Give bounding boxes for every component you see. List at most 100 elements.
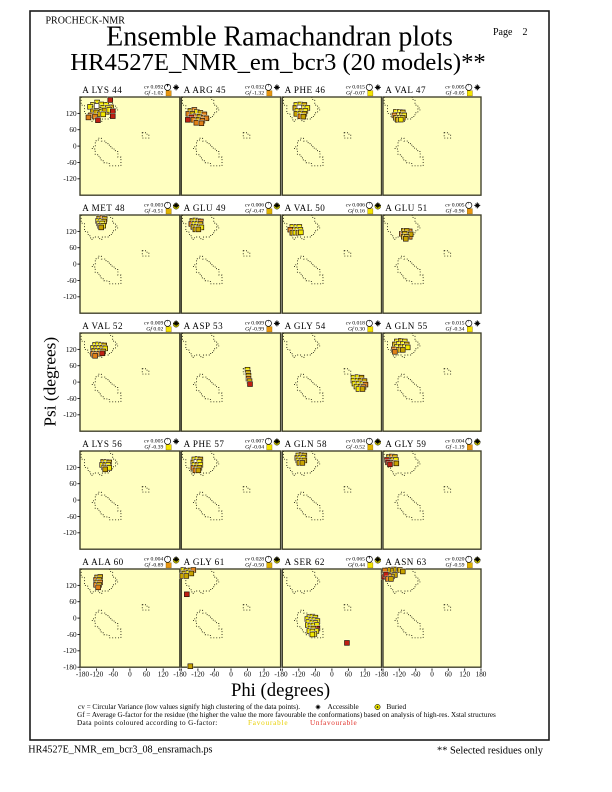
svg-text:0: 0 — [73, 497, 77, 505]
svg-text:Favourable: Favourable — [248, 719, 288, 727]
svg-text:0: 0 — [430, 671, 434, 679]
svg-text:Gf -0.99: Gf -0.99 — [245, 325, 264, 332]
svg-text:-60: -60 — [210, 671, 220, 679]
svg-text:A VAL 50: A VAL 50 — [285, 203, 326, 213]
svg-text:A LYS 44: A LYS 44 — [82, 85, 122, 95]
svg-text:cv 0.005: cv 0.005 — [445, 203, 464, 209]
svg-text:Accessible: Accessible — [328, 703, 359, 711]
svg-text:120: 120 — [66, 582, 77, 590]
svg-text:cv 0.006: cv 0.006 — [245, 203, 264, 209]
svg-text:-180: -180 — [76, 671, 90, 679]
svg-text:Gf -0.89: Gf -0.89 — [144, 561, 163, 568]
svg-text:-60: -60 — [67, 277, 77, 285]
svg-text:-180: -180 — [173, 671, 187, 679]
svg-text:A PHE 46: A PHE 46 — [285, 85, 326, 95]
svg-text:60: 60 — [69, 362, 77, 370]
svg-text:Ensemble Ramachandran plots: Ensemble Ramachandran plots — [106, 22, 453, 53]
svg-text:60: 60 — [69, 244, 77, 252]
svg-text:A GLY 61: A GLY 61 — [184, 557, 225, 567]
svg-text:Buried: Buried — [387, 703, 407, 711]
svg-text:-180: -180 — [375, 671, 389, 679]
svg-text:0: 0 — [73, 615, 77, 623]
svg-text:-60: -60 — [311, 671, 321, 679]
svg-text:60: 60 — [244, 671, 252, 679]
svg-text:-120: -120 — [90, 671, 104, 679]
svg-text:Gf -1.19: Gf -1.19 — [446, 443, 465, 450]
svg-text:A MET 48: A MET 48 — [82, 203, 125, 213]
svg-text:-60: -60 — [67, 631, 77, 639]
svg-text:-120: -120 — [63, 411, 77, 419]
svg-text:60: 60 — [345, 671, 353, 679]
svg-text:60: 60 — [143, 671, 151, 679]
svg-text:Gf -0.47: Gf -0.47 — [245, 207, 264, 214]
svg-text:cv 0.032: cv 0.032 — [245, 85, 264, 91]
svg-text:-60: -60 — [67, 395, 77, 403]
svg-text:cv 0.028: cv 0.028 — [245, 557, 264, 563]
svg-text:Gf = Average G-factor for the: Gf = Average G-factor for the residue (t… — [77, 711, 496, 719]
svg-text:-120: -120 — [292, 671, 306, 679]
svg-text:A VAL 52: A VAL 52 — [82, 321, 123, 331]
svg-text:A ALA 60: A ALA 60 — [82, 557, 123, 567]
svg-text:-180: -180 — [63, 664, 77, 672]
svg-text:0: 0 — [229, 671, 233, 679]
svg-text:Gf -0.50: Gf -0.50 — [245, 561, 264, 568]
svg-text:Psi (degrees): Psi (degrees) — [40, 337, 59, 427]
svg-text:A ASN 63: A ASN 63 — [385, 557, 426, 567]
svg-text:Gf 0.44: Gf 0.44 — [348, 561, 365, 568]
svg-text:-120: -120 — [63, 175, 77, 183]
svg-text:Gf -0.34: Gf -0.34 — [446, 325, 465, 332]
svg-text:cv = Circular Variance (low va: cv = Circular Variance (low values signi… — [78, 703, 300, 711]
svg-text:120: 120 — [66, 464, 77, 472]
svg-text:A VAL 47: A VAL 47 — [385, 85, 426, 95]
svg-text:-60: -60 — [67, 513, 77, 521]
svg-text:cv 0.015: cv 0.015 — [445, 321, 464, 327]
svg-text:0: 0 — [73, 379, 77, 387]
svg-text:A GLU 49: A GLU 49 — [184, 203, 226, 213]
svg-text:cv 0.018: cv 0.018 — [346, 321, 365, 327]
svg-text:120: 120 — [259, 671, 270, 679]
svg-text:A PHE 57: A PHE 57 — [184, 439, 225, 449]
svg-text:120: 120 — [360, 671, 371, 679]
svg-text:Gf -0.05: Gf -0.05 — [446, 89, 465, 96]
svg-text:0: 0 — [73, 261, 77, 269]
svg-text:Gf -0.52: Gf -0.52 — [346, 443, 365, 450]
svg-text:Gf -0.96: Gf -0.96 — [446, 207, 465, 214]
svg-text:Gf 0.16: Gf 0.16 — [348, 207, 365, 214]
svg-text:-120: -120 — [63, 293, 77, 301]
svg-text:0: 0 — [330, 671, 334, 679]
svg-text:60: 60 — [69, 598, 77, 606]
svg-text:HR4527E_NMR_em_bcr3_08_ensrama: HR4527E_NMR_em_bcr3_08_ensramach.ps — [28, 744, 212, 755]
svg-text:0: 0 — [128, 671, 132, 679]
svg-text:cv 0.004: cv 0.004 — [346, 439, 365, 445]
svg-text:cv 0.004: cv 0.004 — [144, 557, 163, 563]
svg-text:180: 180 — [476, 671, 487, 679]
svg-text:120: 120 — [66, 110, 77, 118]
svg-text:60: 60 — [69, 480, 77, 488]
svg-text:A GLN 55: A GLN 55 — [385, 321, 427, 331]
svg-text:Gf -1.02: Gf -1.02 — [144, 89, 163, 96]
svg-text:Data points coloured according: Data points coloured according to G-fact… — [77, 719, 218, 727]
svg-text:cv 0.007: cv 0.007 — [245, 439, 264, 445]
svg-text:-180: -180 — [274, 671, 288, 679]
svg-text:Gf -1.32: Gf -1.32 — [245, 89, 264, 96]
svg-text:A LYS 56: A LYS 56 — [82, 439, 122, 449]
svg-text:120: 120 — [66, 228, 77, 236]
svg-text:A GLN 58: A GLN 58 — [285, 439, 327, 449]
svg-text:cv 0.005: cv 0.005 — [445, 85, 464, 91]
svg-text:cv 0.004: cv 0.004 — [445, 439, 464, 445]
svg-text:Gf -0.51: Gf -0.51 — [144, 207, 163, 214]
svg-text:A ARG 45: A ARG 45 — [184, 85, 226, 95]
svg-text:0: 0 — [73, 143, 77, 151]
svg-text:Gf 0.30: Gf 0.30 — [348, 325, 365, 332]
svg-text:-60: -60 — [411, 671, 421, 679]
svg-text:Gf 0.02: Gf 0.02 — [146, 325, 163, 332]
svg-text:-120: -120 — [393, 671, 407, 679]
svg-text:-120: -120 — [191, 671, 205, 679]
svg-text:cv 0.020: cv 0.020 — [445, 557, 464, 563]
svg-text:60: 60 — [69, 126, 77, 134]
svg-text:Gf -0.59: Gf -0.59 — [446, 561, 465, 568]
svg-text:cv 0.003: cv 0.003 — [144, 203, 163, 209]
svg-text:-60: -60 — [109, 671, 119, 679]
svg-text:120: 120 — [158, 671, 169, 679]
svg-text:PROCHECK-NMR: PROCHECK-NMR — [46, 15, 126, 26]
